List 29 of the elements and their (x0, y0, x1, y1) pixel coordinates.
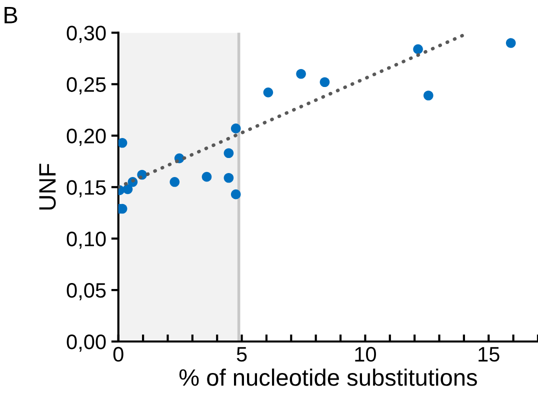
point (224, 172, 234, 183)
y-tick-label: 0,00 (66, 334, 106, 352)
y-tick-label: 0,15 (66, 180, 106, 198)
point (202, 172, 212, 182)
chart-title: B (4, 7, 18, 24)
y-axis-title: UNF (39, 164, 56, 210)
point (224, 148, 234, 158)
point (263, 88, 274, 98)
x-tick-label: 0 (113, 346, 124, 362)
y-tick-label: 0,05 (66, 283, 106, 300)
y-tick-label: 0,10 (66, 232, 106, 249)
point (413, 44, 423, 54)
point (118, 204, 128, 214)
x-axis-title: % of nucleotide substitutions (179, 368, 477, 386)
point (423, 90, 434, 100)
point (230, 189, 241, 200)
point (170, 177, 180, 187)
x-tick-label: 15 (478, 347, 500, 362)
y-tick-label: 0,25 (66, 77, 106, 94)
point (320, 77, 330, 88)
point (122, 184, 133, 194)
point (118, 138, 128, 148)
y-tick-label: 0,20 (66, 128, 106, 146)
point (230, 124, 241, 134)
x-tick-label: 5 (236, 347, 247, 362)
x-tick-label: 10 (355, 346, 376, 362)
point (296, 68, 306, 79)
y-tick-label: 0,30 (66, 26, 106, 43)
point (506, 38, 516, 48)
